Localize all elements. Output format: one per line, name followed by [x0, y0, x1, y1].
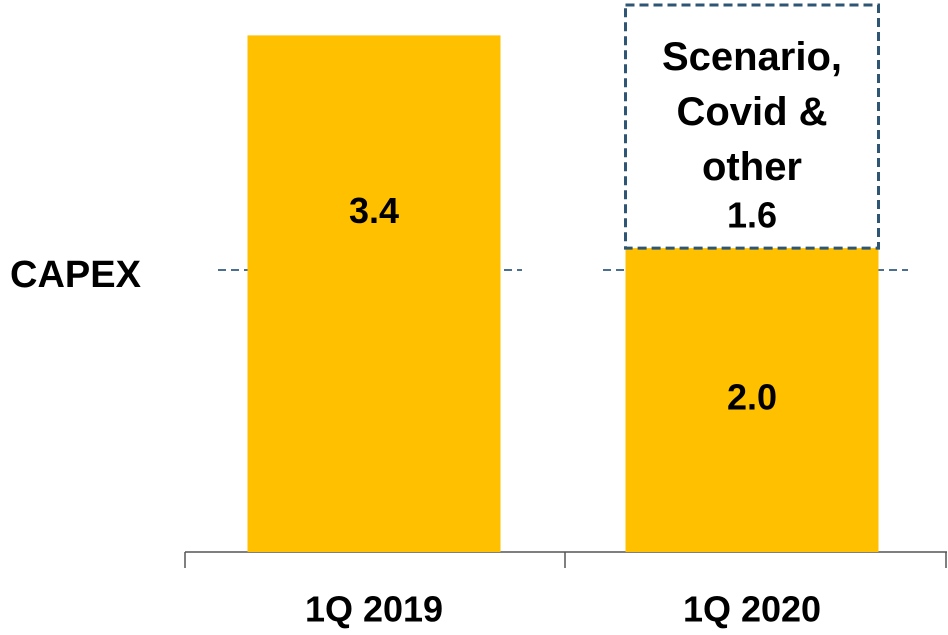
- x-tick-label: 1Q 2020: [683, 589, 821, 630]
- bar: [247, 35, 501, 552]
- scenario-box: [624, 3, 880, 250]
- x-tick-label: 1Q 2019: [305, 589, 443, 630]
- box-label: Scenario, Covid & other: [661, 35, 843, 189]
- value-label: 2.0: [727, 377, 777, 418]
- series-label: CAPEX: [10, 254, 142, 296]
- value-label: 3.4: [349, 190, 399, 231]
- value-label: 1.6: [727, 195, 777, 236]
- bar: [625, 248, 879, 552]
